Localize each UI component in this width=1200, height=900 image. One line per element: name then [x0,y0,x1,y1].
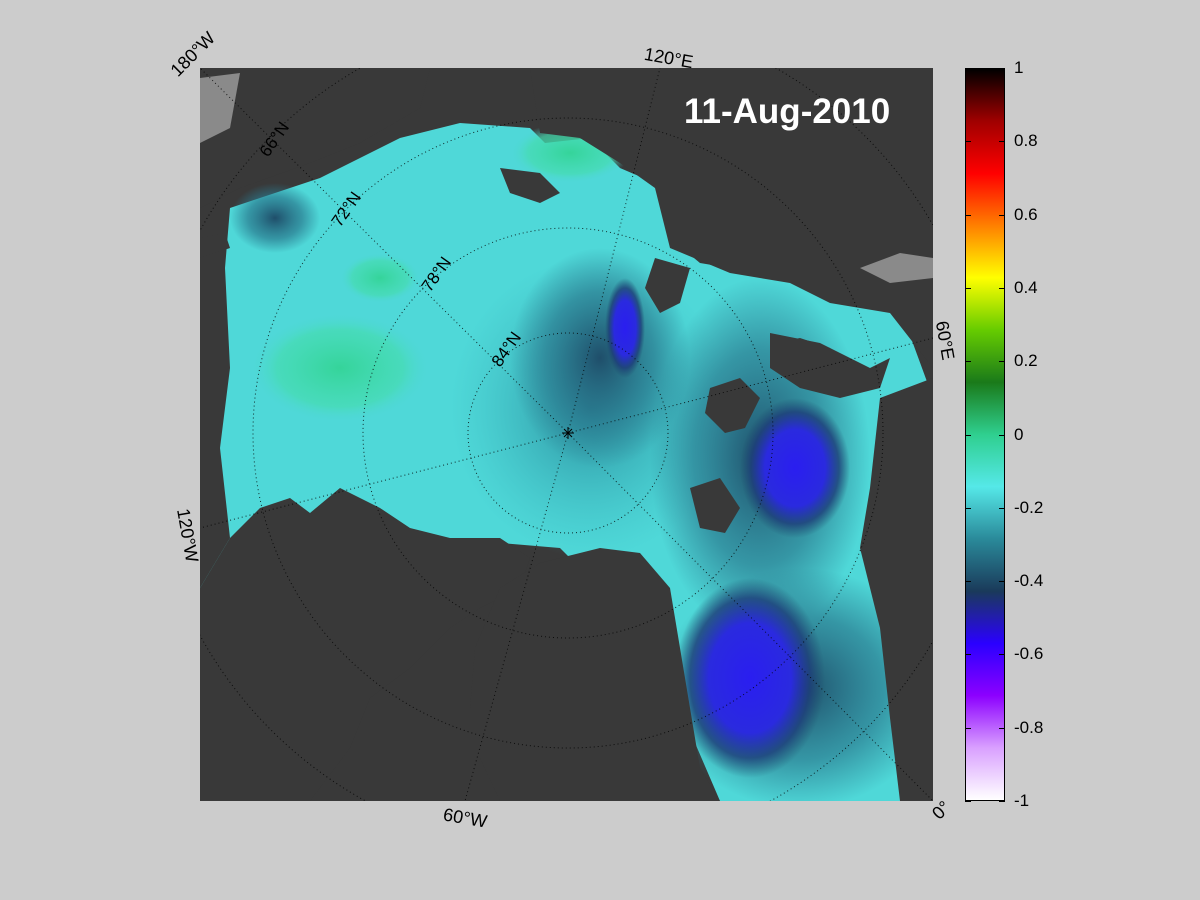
lon-label-0: 0° [928,796,955,824]
colorbar-tick-mark [999,361,1005,363]
date-label: 11-Aug-2010 [684,92,891,131]
colorbar-tick-label: 0.4 [1014,277,1038,297]
arctic-map: 66°N 72°N 78°N 84°N [200,68,933,801]
colorbar-tick-mark [965,727,971,729]
novaya-zemlya-land [770,333,890,398]
lat-circle-78 [362,227,774,639]
blue-region-small [605,278,645,378]
blue-region-south [675,578,825,778]
ice-shelf-northwest [200,73,240,143]
colorbar-tick-mark [965,141,971,143]
land-masses [200,68,933,801]
green-region-west [250,313,430,423]
greenland-land [470,548,720,801]
lon-label-60e: 60°E [931,319,959,362]
colorbar-tick-mark [999,141,1005,143]
new-siberian-islands [500,168,560,203]
canada-land [200,488,530,801]
colorbar-tick-mark [965,581,971,583]
colorbar-tick-mark [999,727,1005,729]
colorbar-tick-mark [999,434,1005,436]
meridian-120e [567,68,661,434]
scandinavia-land [860,378,933,801]
colorbar-tick-label: 0.2 [1014,351,1038,371]
dark-region-northwest [230,183,320,253]
colorbar-tick-mark [999,581,1005,583]
colorbar-tick-mark [999,287,1005,289]
colorbar-tick-label: 0 [1014,424,1024,444]
colorbar-tick-label: -0.8 [1014,717,1044,737]
colorbar-tick-mark [965,801,971,802]
colorbar-tick-label: 0.8 [1014,131,1038,151]
colorbar-tick-mark [965,434,971,436]
colorbar-tick-mark [965,287,971,289]
map-area: 66°N 72°N 78°N 84°N [200,68,933,801]
colorbar-tick-mark [999,68,1005,69]
svalbard-land [705,378,760,433]
blue-region-north [740,398,850,538]
meridian-60e [567,337,933,434]
colorbar-tick-mark [999,654,1005,656]
colorbar-tick-label: 0.6 [1014,204,1038,224]
colorbar-tick-mark [999,507,1005,509]
colorbar-tick-mark [965,507,971,509]
lon-label-60w: 60°W [441,804,489,832]
north-pole-marker [562,427,574,439]
colorbar-tick-label: -0.4 [1014,571,1044,591]
graticule [200,68,933,801]
islands-east [690,478,740,533]
ice-shelf-northeast [860,253,933,283]
dark-region-center [510,248,690,468]
meridian-120w [200,432,569,529]
colorbar-tick-mark [965,68,971,69]
lat-circle-84 [467,332,669,534]
colorbar-tick-mark [965,214,971,216]
colorbar-tick-label: -0.6 [1014,644,1044,664]
colorbar-tick-mark [965,361,971,363]
colorbar-tick-label: -1 [1014,791,1030,810]
colorbar-tick-mark [965,654,971,656]
lon-label-120w: 120°W [173,506,203,564]
lat-circle-72 [252,117,884,749]
wrangel-island [200,233,230,258]
colorbar-tick-label: 1 [1014,58,1024,77]
severnaya-zemlya [645,258,690,313]
colorbar-tick-mark [999,801,1005,802]
alaska-land [200,68,430,208]
green-region-small [340,253,420,303]
colorbar-tick-label: -0.2 [1014,497,1044,517]
siberia-land [530,68,933,368]
colorbar-tick-mark [999,214,1005,216]
